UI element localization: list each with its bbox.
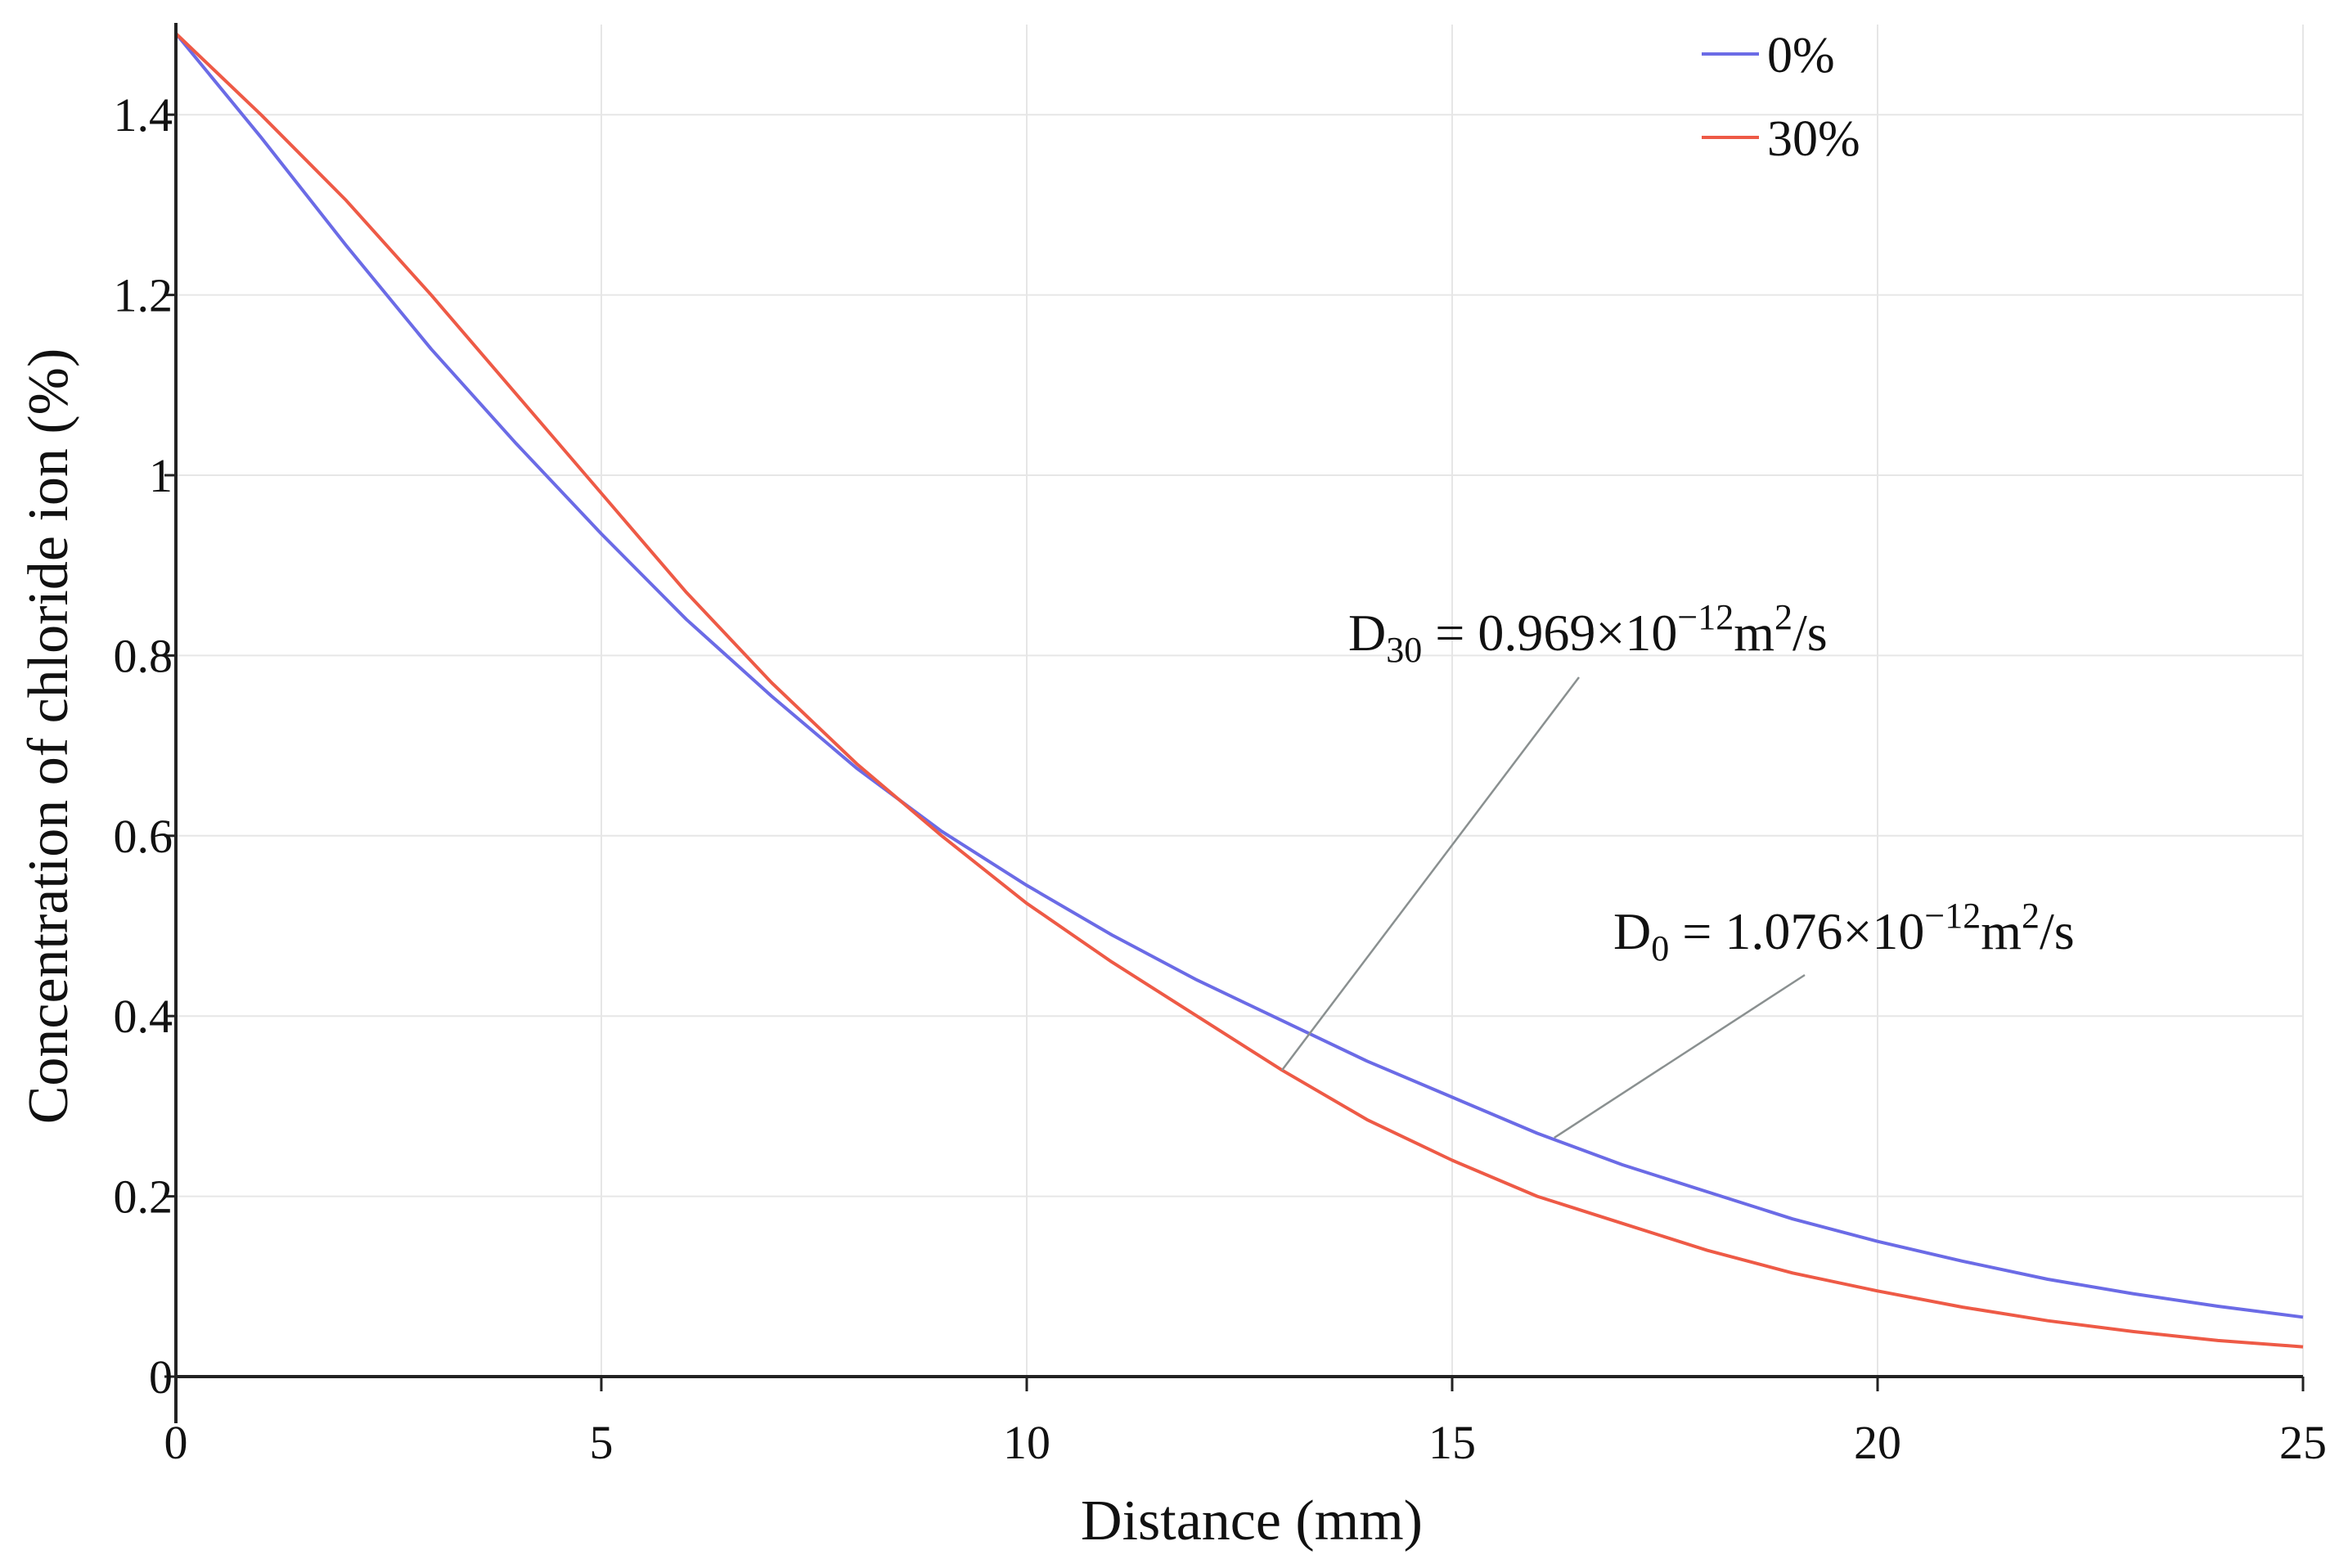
legend-label-0pct: 0% <box>1767 28 1835 83</box>
annotation-d30-unit-tail: /s <box>1792 604 1828 662</box>
y-tick-label-0.6: 0.6 <box>114 810 173 863</box>
grid <box>176 25 2304 1377</box>
y-tick-label-0: 0 <box>149 1350 173 1404</box>
annotations: D30 = 0.969×10−12m2/s D0 = 1.076×10−12m2… <box>1281 597 2075 1139</box>
annotation-d0-unit: m <box>1981 902 2022 960</box>
annotation-d30-symbol: D <box>1348 604 1386 662</box>
legend-label-30pct: 30% <box>1767 111 1860 167</box>
annotation-d30-subscript: 30 <box>1386 630 1422 670</box>
y-tick-label-0.2: 0.2 <box>114 1170 173 1224</box>
annotation-d30-unit: m <box>1734 604 1774 662</box>
annotation-d30-exponent: −12 <box>1677 597 1734 637</box>
x-ticks: 0 5 10 15 20 25 <box>164 1377 2327 1469</box>
annotation-d0-symbol: D <box>1613 902 1651 960</box>
annotation-d0-unit-tail: /s <box>2040 902 2075 960</box>
y-tick-label-1.4: 1.4 <box>114 88 173 142</box>
x-tick-label-10: 10 <box>1003 1416 1050 1469</box>
annotation-d0-exponent: −12 <box>1924 896 1981 936</box>
series-line-0pct <box>174 32 2304 1319</box>
plot-lines <box>174 32 2304 1349</box>
annotation-d30: D30 = 0.969×10−12m2/s <box>1348 597 1828 670</box>
y-tick-label-1.2: 1.2 <box>114 269 173 322</box>
annotation-leader-d30 <box>1281 676 1580 1072</box>
x-tick-label-25: 25 <box>2279 1416 2327 1469</box>
annotation-d0-unit-exponent: 2 <box>2022 896 2040 936</box>
axes <box>174 23 2303 1423</box>
annotation-d0-subscript: 0 <box>1651 928 1669 968</box>
annotation-d30-unit-exponent: 2 <box>1774 597 1792 637</box>
annotation-d0-value: = 1.076×10 <box>1669 902 1924 960</box>
annotation-leader-d0 <box>1554 973 1806 1139</box>
y-axis-title: Concentration of chloride ion (%) <box>17 348 80 1125</box>
x-axis-title: Distance (mm) <box>1081 1489 1423 1552</box>
x-tick-label-0: 0 <box>164 1416 188 1469</box>
x-tick-label-20: 20 <box>1854 1416 1901 1469</box>
series-line-30pct <box>174 32 2304 1349</box>
y-tick-label-1: 1 <box>149 449 173 502</box>
x-tick-label-15: 15 <box>1428 1416 1476 1469</box>
legend: 0% 30% <box>1702 28 1860 167</box>
annotation-d30-value: = 0.969×10 <box>1422 604 1677 662</box>
annotation-d0: D0 = 1.076×10−12m2/s <box>1613 896 2075 968</box>
y-tick-label-0.4: 0.4 <box>114 990 173 1043</box>
y-tick-label-0.8: 0.8 <box>114 629 173 682</box>
y-ticks: 0 0.2 0.4 0.6 0.8 1 1.2 1.4 <box>114 88 176 1404</box>
x-tick-label-5: 5 <box>590 1416 614 1469</box>
